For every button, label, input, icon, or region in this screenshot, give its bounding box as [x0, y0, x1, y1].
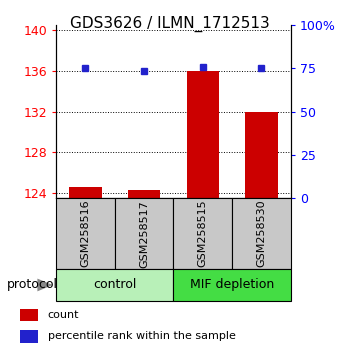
Bar: [173, 198, 232, 269]
Text: GSM258530: GSM258530: [256, 200, 266, 268]
Text: percentile rank within the sample: percentile rank within the sample: [48, 331, 236, 341]
Bar: [232, 198, 291, 269]
Text: GSM258516: GSM258516: [81, 200, 90, 268]
Bar: [56, 269, 173, 301]
Text: GSM258517: GSM258517: [139, 200, 149, 268]
Bar: [20, 309, 38, 321]
Bar: [128, 190, 160, 198]
Bar: [56, 198, 115, 269]
Bar: [115, 198, 173, 269]
Text: protocol: protocol: [7, 279, 58, 291]
Bar: [187, 71, 219, 198]
Bar: [20, 330, 38, 343]
Text: control: control: [93, 279, 136, 291]
Text: count: count: [48, 310, 79, 320]
Bar: [173, 269, 291, 301]
Bar: [245, 112, 277, 198]
Text: GDS3626 / ILMN_1712513: GDS3626 / ILMN_1712513: [70, 16, 270, 32]
Text: MIF depletion: MIF depletion: [190, 279, 274, 291]
Text: GSM258515: GSM258515: [198, 200, 208, 268]
Bar: [69, 187, 102, 198]
